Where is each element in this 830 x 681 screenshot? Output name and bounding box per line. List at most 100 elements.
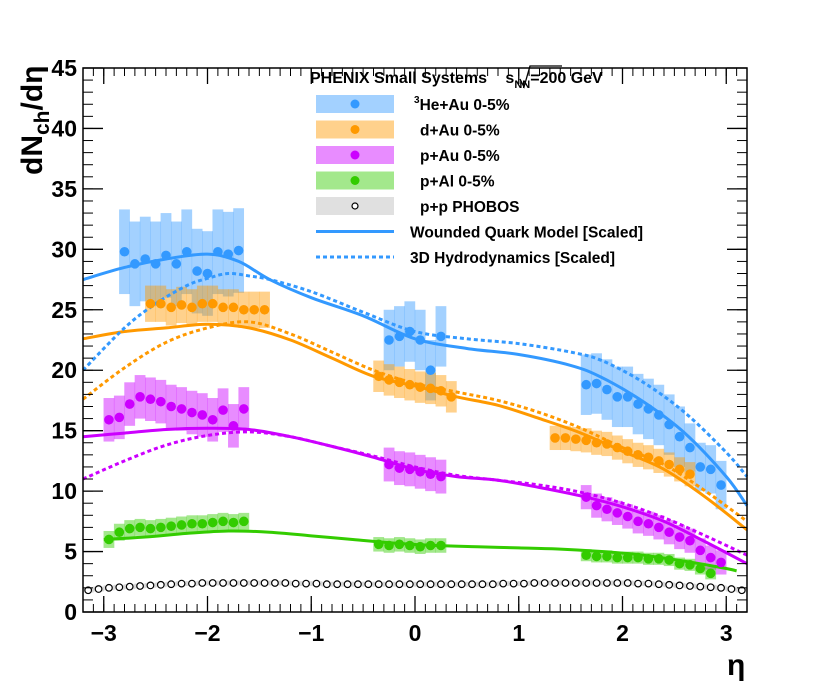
y-tick-label: 5	[64, 539, 77, 565]
pp-point	[437, 580, 445, 589]
legend-marker-pp	[351, 202, 359, 210]
d_au-point	[674, 464, 685, 475]
pp-point	[229, 579, 238, 587]
pp-point	[374, 580, 383, 589]
chart-title: PHENIX Small Systems sNN=200 GeV	[310, 70, 603, 91]
d_au-point	[581, 435, 591, 446]
he_au-point	[140, 254, 151, 264]
p_au-point	[664, 527, 674, 538]
p_al-point	[197, 518, 208, 529]
hydro-curve-p_au	[82, 430, 748, 557]
p_au-point	[166, 401, 176, 412]
p_al-point	[695, 563, 706, 574]
y-tick-label: 0	[64, 599, 77, 625]
x-tick-label: −3	[91, 620, 117, 646]
p_al-point	[394, 539, 405, 550]
d_au-point	[176, 300, 187, 310]
d_au-point	[664, 459, 674, 470]
pp-point	[105, 583, 113, 592]
p_au-point	[207, 414, 218, 425]
pp-point	[582, 579, 591, 587]
d_au-point	[228, 302, 239, 313]
pp-point	[94, 585, 103, 593]
pp-point	[115, 583, 124, 592]
p_al-point	[176, 520, 187, 530]
d_au-point	[654, 456, 664, 466]
pp-point	[468, 580, 476, 589]
pp-point	[250, 579, 259, 587]
he_au-point	[674, 431, 685, 442]
pp-point	[665, 580, 674, 589]
d_au-point	[685, 469, 695, 479]
pp-point	[509, 579, 518, 588]
he_au-point	[394, 331, 405, 342]
y-tick-label: 10	[51, 478, 77, 504]
he_au-point	[643, 404, 654, 414]
p_al-point	[705, 568, 716, 579]
pp-point	[603, 579, 611, 587]
p_au-point	[239, 404, 249, 414]
he_au-point	[192, 266, 202, 276]
p_au-point	[415, 466, 425, 477]
legend-marker-d_au	[350, 125, 360, 134]
p_al-point	[425, 540, 436, 551]
he_au-point	[181, 246, 192, 257]
p_au-point	[135, 392, 145, 402]
p_au-point	[633, 516, 643, 527]
he_au-point	[213, 246, 223, 257]
legend-label-pp: p+p PHOBOS	[420, 199, 519, 216]
p_al-point	[239, 516, 249, 527]
p_al-point	[436, 540, 446, 551]
x-tick-label: 1	[512, 620, 525, 646]
he_au-point	[695, 462, 706, 472]
pp-point	[561, 579, 570, 587]
pp-point	[364, 580, 373, 589]
pp-point	[706, 583, 715, 592]
legend-label-d_au: d+Au 0-5%	[420, 123, 500, 140]
he_au-point	[716, 480, 726, 490]
he_au-point	[405, 326, 415, 337]
legend-entry-p_al: p+Al 0-5%	[316, 171, 495, 191]
pp-point	[634, 579, 642, 588]
pp-point	[198, 579, 207, 587]
pp-point	[675, 581, 684, 590]
pp-point	[333, 580, 342, 589]
p_au-point	[218, 405, 228, 415]
legend-entry-he_au: 3He+Au 0-5%	[316, 95, 510, 114]
p_al-point	[633, 552, 643, 563]
p_au-point	[104, 414, 114, 425]
x-tick-label: 2	[616, 620, 629, 646]
p_au-point	[114, 412, 125, 423]
legend-entry-hydro: 3D Hydrodynamics [Scaled]	[316, 250, 615, 267]
d_au-point	[207, 298, 218, 309]
he_au-point	[384, 335, 394, 345]
p_au-point	[643, 518, 654, 529]
he_au-point	[664, 419, 674, 430]
y-tick-label: 30	[51, 236, 77, 262]
legend-entry-p_au: p+Au 0-5%	[316, 146, 500, 165]
legend-marker-p_au	[350, 150, 360, 160]
d_au-point	[436, 385, 446, 396]
legend-label-wqm: Wounded Quark Model [Scaled]	[410, 225, 643, 242]
d_au-point	[249, 304, 259, 315]
y-tick-label: 25	[51, 297, 77, 323]
pp-point	[447, 580, 456, 589]
pp-point	[540, 579, 549, 587]
pp-point	[354, 580, 362, 589]
pp-point	[530, 579, 539, 587]
p_au-point	[394, 463, 405, 473]
p_au-point	[176, 404, 187, 414]
p_au-point	[716, 557, 726, 568]
p_au-point	[602, 504, 612, 515]
p_al-point	[145, 523, 156, 534]
p_au-point	[695, 545, 706, 556]
d_au-point	[394, 377, 405, 388]
pp-point	[426, 580, 435, 589]
legend-label-p_al: p+Al 0-5%	[420, 174, 495, 191]
p_al-point	[622, 552, 633, 563]
he_au-point	[202, 268, 213, 279]
y-tick-label: 15	[51, 418, 77, 444]
data-points	[84, 245, 746, 595]
